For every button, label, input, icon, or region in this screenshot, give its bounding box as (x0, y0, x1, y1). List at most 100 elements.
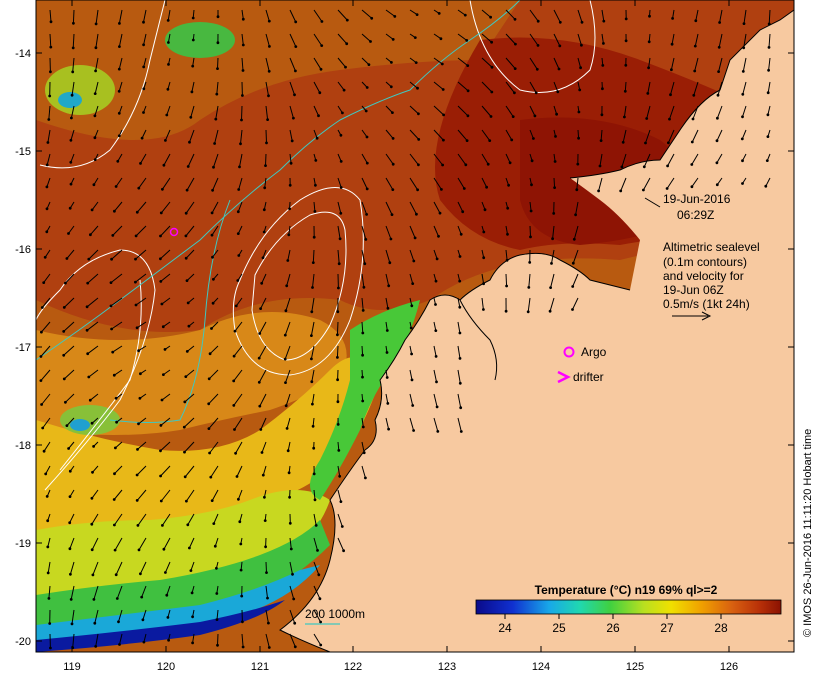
velocity-arrow-head (211, 188, 215, 192)
credit-text: © IMOS 26-Jun-2016 11:11:20 Hobart time (802, 429, 814, 637)
velocity-arrow (385, 153, 394, 165)
velocity-arrow (241, 33, 244, 46)
velocity-arrow (91, 513, 99, 525)
velocity-arrow-head (85, 305, 89, 309)
velocity-arrow-head (623, 89, 627, 93)
velocity-arrow (717, 81, 723, 96)
velocity-arrow (91, 489, 99, 499)
velocity-arrow-head (311, 261, 315, 264)
velocity-arrow-head (257, 380, 261, 384)
velocity-arrow-head (45, 207, 49, 211)
velocity-arrow-head (215, 592, 219, 595)
velocity-arrow-head (442, 113, 445, 117)
velocity-arrow (601, 9, 605, 22)
velocity-arrow-head (185, 279, 189, 282)
velocity-arrow-head (210, 327, 213, 330)
velocity-arrow-head (240, 118, 243, 122)
velocity-arrow-head (288, 207, 291, 211)
velocity-arrow-head (68, 495, 72, 498)
velocity-arrow (667, 129, 675, 144)
velocity-arrow-head (513, 67, 517, 70)
velocity-arrow (409, 129, 420, 140)
velocity-arrow-head (135, 210, 139, 214)
velocity-arrow (337, 489, 342, 502)
velocity-arrow (433, 249, 438, 260)
velocity-arrow-head (462, 187, 466, 190)
velocity-arrow-head (370, 16, 374, 20)
velocity-arrow (216, 81, 219, 95)
velocity-arrow (337, 465, 341, 477)
velocity-arrow-head (90, 421, 94, 425)
velocity-arrow-head (234, 451, 238, 455)
velocity-arrow-head (241, 645, 245, 649)
velocity-arrow-head (511, 115, 515, 118)
velocity-arrow (691, 153, 699, 165)
velocity-arrow-head (438, 211, 442, 215)
velocity-arrow (209, 441, 219, 454)
velocity-arrow-head (213, 544, 217, 548)
velocity-arrow-head (86, 281, 90, 285)
velocity-arrow (137, 441, 147, 450)
velocity-arrow (209, 345, 219, 355)
velocity-arrow-head (69, 160, 73, 164)
velocity-arrow (135, 273, 147, 283)
velocity-arrow-head (117, 620, 120, 624)
velocity-arrow-head (68, 521, 72, 525)
velocity-arrow-head (339, 160, 343, 163)
velocity-arrow-head (135, 473, 139, 477)
velocity-arrow-head (361, 353, 364, 357)
velocity-arrow (642, 177, 651, 191)
velocity-arrow (141, 129, 147, 139)
velocity-arrow (42, 417, 51, 429)
velocity-arrow (187, 513, 195, 526)
velocity-arrow-head (139, 372, 142, 376)
x-tick-label: 121 (251, 661, 269, 673)
velocity-arrow-head (624, 17, 628, 21)
velocity-arrow (385, 225, 392, 240)
velocity-arrow-head (136, 448, 139, 451)
velocity-arrow-head (165, 113, 169, 117)
velocity-arrow-head (579, 66, 582, 70)
velocity-arrow-head (505, 258, 509, 262)
velocity-arrow (113, 489, 123, 500)
velocity-arrow-head (265, 571, 268, 574)
velocity-arrow (164, 561, 171, 573)
velocity-arrow (88, 249, 99, 260)
velocity-arrow-head (597, 189, 600, 193)
velocity-arrow-head (365, 86, 369, 89)
velocity-arrow-head (365, 213, 368, 216)
velocity-arrow (505, 33, 516, 45)
velocity-arrow-head (209, 475, 213, 479)
velocity-arrow (647, 81, 651, 94)
velocity-arrow (94, 105, 99, 116)
velocity-arrow-head (621, 140, 625, 144)
velocity-arrow-head (49, 45, 53, 49)
velocity-arrow-head (216, 67, 219, 70)
velocity-arrow-head (341, 111, 344, 115)
velocity-arrow-head (506, 232, 509, 236)
velocity-arrow-head (211, 255, 214, 259)
velocity-arrow (114, 537, 123, 551)
velocity-arrow (63, 321, 75, 332)
velocity-arrow-head (94, 69, 97, 73)
velocity-arrow-head (507, 183, 510, 187)
velocity-arrow-head (288, 521, 292, 525)
velocity-arrow (92, 561, 99, 576)
velocity-arrow-head (117, 134, 121, 138)
velocity-arrow-head (717, 70, 720, 73)
velocity-arrow-head (159, 499, 163, 503)
velocity-arrow-head (45, 495, 49, 498)
velocity-arrow-head (598, 164, 602, 168)
velocity-arrow (337, 81, 345, 91)
velocity-arrow (670, 57, 675, 70)
velocity-arrow (112, 225, 123, 236)
velocity-arrow (361, 249, 366, 264)
velocity-arrow-head (411, 282, 415, 285)
velocity-arrow-head (311, 286, 314, 289)
velocity-arrow-head (114, 446, 117, 450)
velocity-arrow (529, 201, 532, 212)
velocity-arrow (433, 153, 443, 166)
velocity-arrow (552, 225, 555, 239)
velocity-arrow-head (117, 111, 121, 115)
velocity-arrow-head (529, 209, 533, 213)
